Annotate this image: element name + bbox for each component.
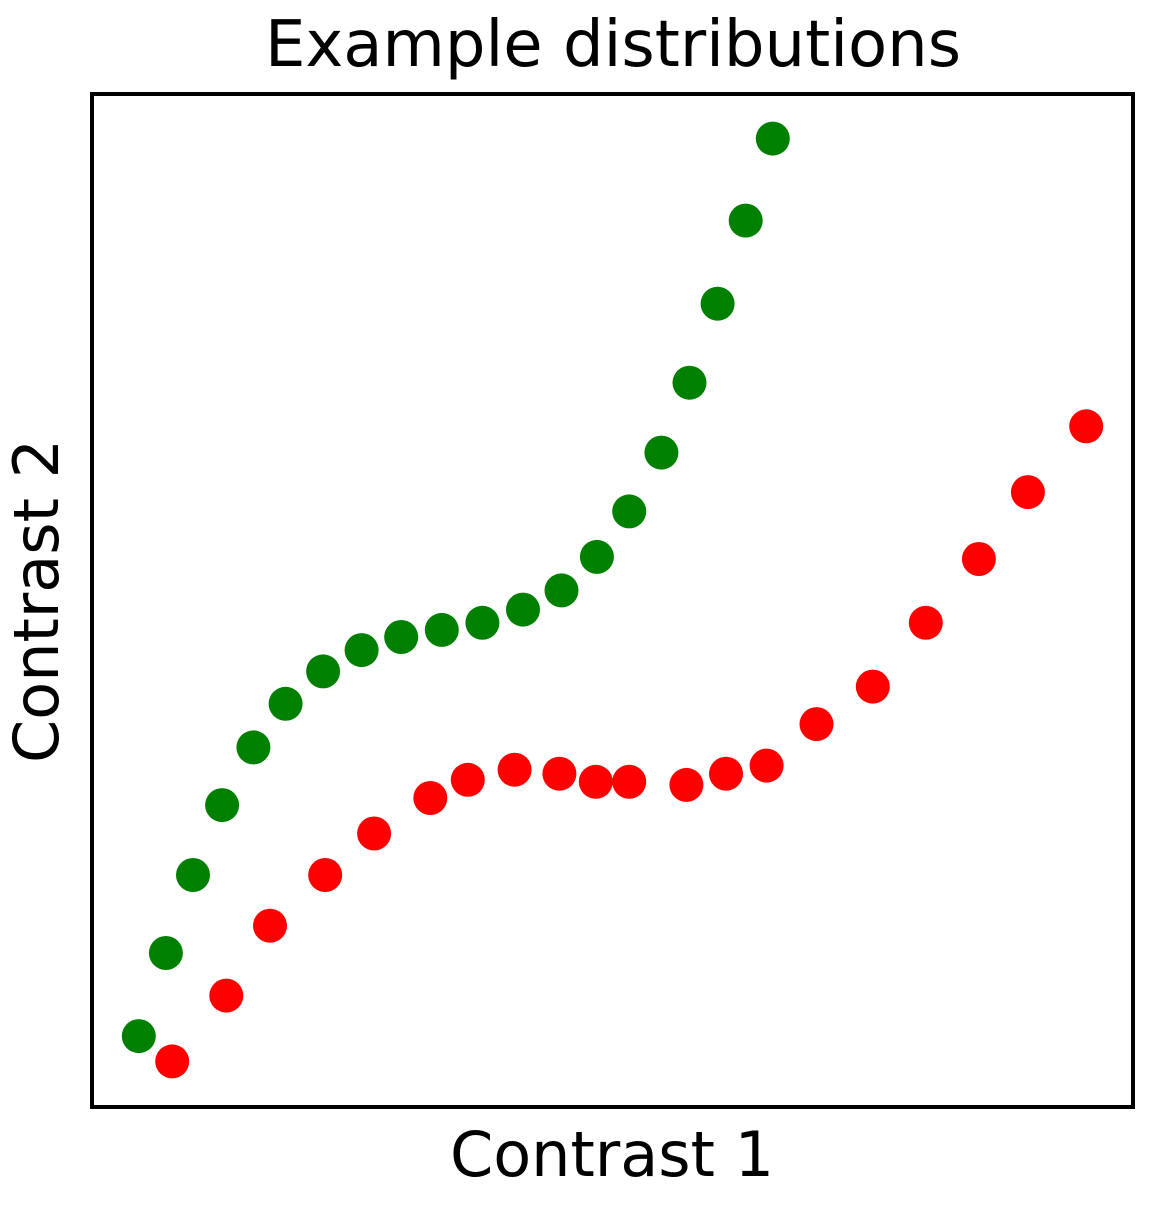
data-point-series2-13 [709, 756, 743, 791]
data-point-series1-8 [344, 633, 379, 668]
data-point-series2-10 [578, 764, 613, 799]
data-point-series1-15 [612, 494, 647, 529]
data-point-series2-9 [542, 756, 577, 791]
data-point-series2-1 [155, 1044, 190, 1079]
data-point-series1-20 [755, 121, 790, 156]
data-point-series1-19 [728, 203, 763, 238]
data-point-series2-17 [908, 605, 943, 640]
data-point-series1-14 [579, 539, 614, 574]
data-point-series1-9 [384, 620, 419, 654]
data-point-series1-3 [176, 858, 210, 892]
data-point-series2-4 [308, 858, 343, 892]
data-point-series1-17 [672, 365, 707, 400]
data-point-series1-13 [544, 573, 579, 608]
data-point-series1-6 [268, 686, 303, 721]
data-point-series2-12 [669, 767, 704, 802]
data-point-series2-3 [253, 908, 287, 943]
y-axis-label: Contrast 2 [0, 439, 73, 763]
data-point-series2-8 [497, 752, 532, 787]
data-point-series2-19 [1010, 475, 1045, 510]
data-point-series1-4 [205, 788, 240, 823]
chart-title: Example distributions [265, 8, 961, 82]
data-point-series2-20 [1069, 409, 1104, 444]
data-point-series1-12 [506, 592, 540, 627]
plot-frame [90, 92, 1135, 1109]
data-point-series2-15 [799, 707, 834, 742]
data-point-series2-2 [209, 978, 244, 1013]
data-point-series2-6 [413, 781, 448, 815]
data-point-series2-5 [357, 816, 392, 851]
data-point-series1-1 [121, 1019, 156, 1054]
data-point-series1-18 [700, 286, 735, 321]
data-point-series2-11 [612, 764, 647, 799]
data-point-series2-18 [961, 542, 996, 576]
data-point-series1-2 [148, 936, 183, 970]
data-point-series1-16 [644, 435, 679, 470]
x-axis-label: Contrast 1 [450, 1118, 774, 1191]
data-point-series2-16 [855, 669, 890, 704]
data-point-series2-7 [450, 762, 485, 797]
data-point-series2-14 [749, 748, 784, 783]
data-point-series1-11 [465, 605, 500, 640]
data-points [121, 121, 1104, 1079]
data-point-series1-5 [236, 730, 271, 765]
data-point-series1-10 [424, 612, 459, 647]
data-point-series1-7 [306, 654, 341, 689]
